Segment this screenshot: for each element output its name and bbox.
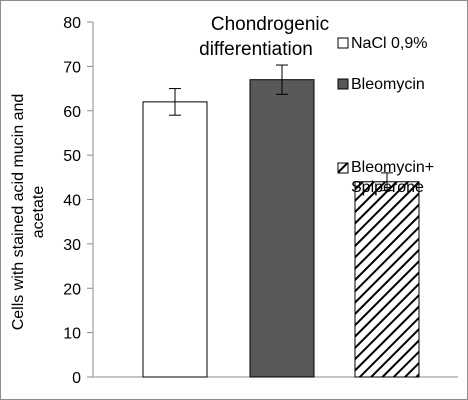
y-tick-label: 40 <box>63 193 81 210</box>
legend-label-bleomycin-spiperone-line-2: Spiperone <box>351 179 424 196</box>
y-tick-label: 10 <box>63 326 81 343</box>
legend-label-nacl: NaCl 0,9% <box>351 35 427 52</box>
legend-label-bleomycin: Bleomycin <box>351 76 425 93</box>
chart-title-line-1: Chondrogenic <box>211 14 329 35</box>
y-tick-label: 0 <box>72 370 81 387</box>
bar-layer <box>142 64 420 378</box>
legend-swatch-nacl <box>337 37 349 49</box>
legend-swatch-bleomycin-spiperone <box>337 162 349 174</box>
chart-title-line-2: differentiation <box>199 39 313 60</box>
y-tick-label: 70 <box>63 59 81 76</box>
y-axis-label-line-1: Cells with stained acid mucin and <box>10 94 27 331</box>
bar-nacl <box>142 101 208 378</box>
y-tick-label: 50 <box>63 148 81 165</box>
legend: NaCl 0,9% Bleomycin Bleomycin+ Spiperone <box>337 35 434 196</box>
legend-label-bleomycin-spiperone-line-1: Bleomycin+ <box>351 159 434 176</box>
y-tick-label: 60 <box>63 104 81 121</box>
bar-bleomycin-spiperone <box>354 181 420 378</box>
y-axis-label-line-2: acetate <box>30 186 47 239</box>
y-tick-label: 20 <box>63 281 81 298</box>
bar-bleomycin <box>249 79 315 378</box>
legend-swatch-bleomycin <box>337 78 349 90</box>
y-tick-label: 80 <box>63 15 81 32</box>
y-tick-label: 30 <box>63 237 81 254</box>
